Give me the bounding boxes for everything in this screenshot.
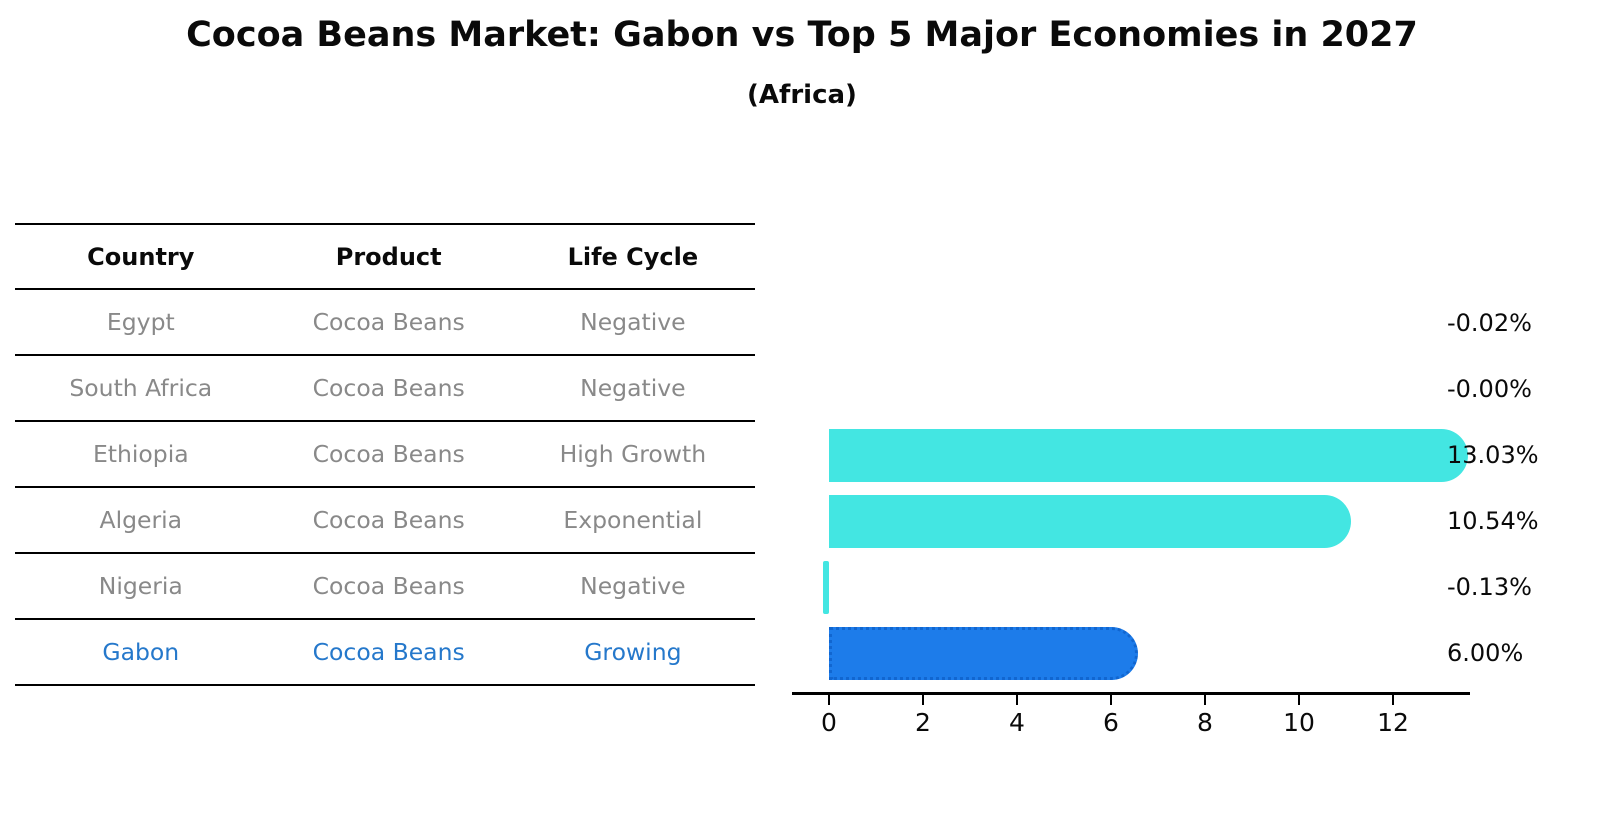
cell-product: Cocoa Beans bbox=[312, 638, 465, 666]
x-axis-tick-label: 10 bbox=[1283, 708, 1315, 737]
summary-table: Country Product Life Cycle Egypt Cocoa Be… bbox=[15, 223, 755, 686]
x-axis-tick-mark bbox=[1391, 694, 1395, 705]
cell-product: Cocoa Beans bbox=[312, 506, 465, 534]
cell-country: Gabon bbox=[102, 638, 180, 666]
cell-product: Cocoa Beans bbox=[312, 308, 465, 336]
bar-gabon bbox=[829, 626, 1138, 680]
x-axis-tick-label: 0 bbox=[821, 708, 837, 737]
bar-value-label: 13.03% bbox=[1447, 441, 1539, 469]
x-axis-tick-label: 4 bbox=[1009, 708, 1025, 737]
cell-country: Algeria bbox=[99, 506, 183, 534]
x-axis-tick-label: 2 bbox=[915, 708, 931, 737]
cell-product: Cocoa Beans bbox=[312, 374, 465, 402]
bar-value-label: -0.00% bbox=[1447, 375, 1532, 403]
x-axis-tick-mark bbox=[827, 694, 831, 705]
table-row: South Africa Cocoa Beans Negative bbox=[15, 356, 755, 422]
chart-subtitle: (Africa) bbox=[747, 80, 857, 110]
cell-product: Cocoa Beans bbox=[312, 440, 465, 468]
bar-value-label: -0.13% bbox=[1447, 573, 1532, 601]
chart-title: Cocoa Beans Market: Gabon vs Top 5 Major… bbox=[186, 15, 1418, 55]
x-axis-tick-label: 12 bbox=[1377, 708, 1409, 737]
x-axis-tick-mark bbox=[1015, 694, 1019, 705]
cell-country: Egypt bbox=[106, 308, 175, 336]
column-header-product: Product bbox=[335, 242, 442, 271]
x-axis-tick-mark bbox=[1203, 694, 1207, 705]
bar-ethiopia bbox=[829, 428, 1468, 482]
bar-nigeria bbox=[822, 560, 829, 614]
cell-life-cycle: High Growth bbox=[559, 440, 707, 468]
cell-country: Nigeria bbox=[98, 572, 183, 600]
cell-life-cycle: Exponential bbox=[563, 506, 703, 534]
bar-value-label: 10.54% bbox=[1447, 507, 1539, 535]
table-row: Algeria Cocoa Beans Exponential bbox=[15, 488, 755, 554]
bar-value-label: -0.02% bbox=[1447, 309, 1532, 337]
table-row: Egypt Cocoa Beans Negative bbox=[15, 290, 755, 356]
column-header-life-cycle: Life Cycle bbox=[567, 242, 699, 271]
cell-country: South Africa bbox=[69, 374, 213, 402]
x-axis-tick-label: 8 bbox=[1197, 708, 1213, 737]
cell-product: Cocoa Beans bbox=[312, 572, 465, 600]
cell-life-cycle: Growing bbox=[584, 638, 682, 666]
x-axis-tick-mark bbox=[1297, 694, 1301, 705]
table-header-row: Country Product Life Cycle bbox=[15, 223, 755, 290]
table-body: Egypt Cocoa Beans Negative South Africa Coco… bbox=[15, 290, 755, 686]
bar-algeria bbox=[829, 494, 1351, 548]
cell-life-cycle: Negative bbox=[580, 572, 686, 600]
column-header-country: Country bbox=[87, 242, 195, 271]
x-axis-tick-mark bbox=[921, 694, 925, 705]
x-axis-tick-label: 6 bbox=[1103, 708, 1119, 737]
cell-life-cycle: Negative bbox=[580, 374, 686, 402]
x-axis-tick-mark bbox=[1109, 694, 1113, 705]
table-row: Gabon Cocoa Beans Growing bbox=[15, 620, 755, 686]
table-row: Ethiopia Cocoa Beans High Growth bbox=[15, 422, 755, 488]
bar-value-label: 6.00% bbox=[1447, 639, 1524, 667]
table-row: Nigeria Cocoa Beans Negative bbox=[15, 554, 755, 620]
cell-country: Ethiopia bbox=[92, 440, 189, 468]
cell-life-cycle: Negative bbox=[580, 308, 686, 336]
x-axis-line bbox=[792, 692, 1470, 695]
